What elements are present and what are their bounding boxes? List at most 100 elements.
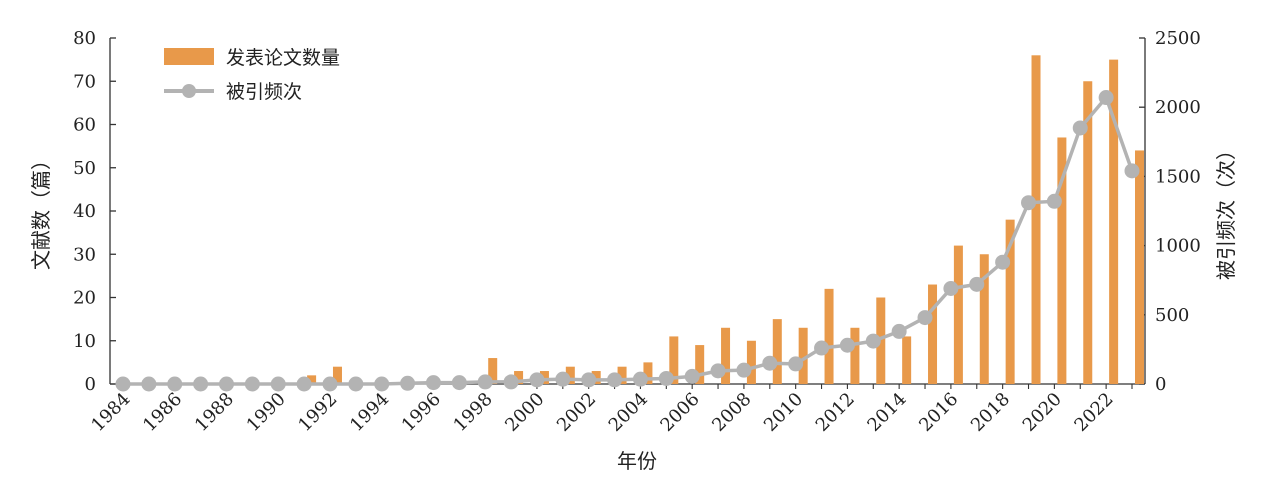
left-tick-label: 10 xyxy=(73,331,96,352)
x-axis-title: 年份 xyxy=(617,449,657,473)
line-point xyxy=(115,376,131,392)
line-point xyxy=(270,376,286,392)
legend: 发表论文数量 被引频次 xyxy=(164,47,340,103)
left-tick-label: 20 xyxy=(73,288,96,309)
x-tick-label: 2006 xyxy=(656,389,703,436)
bar xyxy=(721,327,731,384)
x-tick-label: 2010 xyxy=(760,389,807,436)
legend-bar-swatch xyxy=(164,48,214,65)
line-point xyxy=(632,371,648,387)
x-tick-label: 2012 xyxy=(812,389,859,436)
x-tick-label: 2004 xyxy=(605,389,652,436)
right-tick-label: 500 xyxy=(1155,305,1189,326)
left-axis: 0 10 20 30 40 50 60 70 80 xyxy=(73,28,116,395)
left-tick-label: 70 xyxy=(73,71,96,92)
x-tick-label: 2018 xyxy=(967,389,1014,436)
bar xyxy=(1057,137,1067,384)
line-point xyxy=(581,372,597,388)
line-point xyxy=(348,376,364,392)
x-tick-label: 1998 xyxy=(449,389,496,436)
line-point xyxy=(658,370,674,386)
right-tick-label: 1500 xyxy=(1155,166,1201,187)
line-point xyxy=(1098,90,1114,106)
line-point xyxy=(400,375,416,391)
bar xyxy=(643,362,653,384)
bar xyxy=(953,245,963,384)
right-tick-label: 2000 xyxy=(1155,97,1201,118)
line-point xyxy=(529,372,545,388)
bar xyxy=(669,336,679,384)
line-point xyxy=(917,310,933,326)
bar xyxy=(617,366,627,384)
line-point xyxy=(451,375,467,391)
bar xyxy=(1109,59,1119,384)
line-point xyxy=(374,376,390,392)
x-tick-label: 1984 xyxy=(87,389,134,436)
right-tick-label: 0 xyxy=(1155,374,1166,395)
bar xyxy=(307,375,317,384)
line-point xyxy=(503,374,519,390)
x-tick-label: 1992 xyxy=(294,389,341,436)
line-point xyxy=(969,276,985,292)
legend-line-marker xyxy=(182,84,196,98)
line-point xyxy=(141,376,157,392)
bar xyxy=(514,371,524,384)
left-tick-label: 50 xyxy=(73,158,96,179)
line-series xyxy=(115,90,1140,392)
line-point xyxy=(865,333,881,349)
bar xyxy=(876,297,886,384)
legend-line-label: 被引频次 xyxy=(226,81,302,103)
x-tick-label: 2000 xyxy=(501,389,548,436)
bar xyxy=(332,366,342,384)
line-point xyxy=(167,376,183,392)
bar xyxy=(488,358,498,384)
line-point xyxy=(710,363,726,379)
bar xyxy=(824,288,834,384)
bar xyxy=(565,366,575,384)
x-tick-label: 2022 xyxy=(1070,389,1117,436)
line-point xyxy=(736,362,752,378)
bar xyxy=(695,345,705,384)
bar-series xyxy=(307,55,1144,385)
line-point xyxy=(193,376,209,392)
line-point xyxy=(607,372,623,388)
bar xyxy=(902,336,912,384)
bar xyxy=(798,327,808,384)
x-tick-label: 2016 xyxy=(915,389,962,436)
bar xyxy=(979,254,989,384)
right-axis: 0 500 1000 1500 2000 2500 xyxy=(1139,28,1201,395)
line-point xyxy=(1124,163,1140,179)
line-point xyxy=(244,376,260,392)
bar xyxy=(1135,150,1144,384)
line-point xyxy=(684,368,700,384)
y-axis-title-right: 被引频次（次） xyxy=(1214,140,1238,280)
line-point xyxy=(762,355,778,371)
left-tick-label: 30 xyxy=(73,244,96,265)
line-point xyxy=(425,375,441,391)
left-tick-label: 60 xyxy=(73,115,96,136)
line-point xyxy=(788,356,804,372)
bar xyxy=(1031,55,1041,385)
x-tick-label: 1990 xyxy=(243,389,290,436)
right-tick-label: 1000 xyxy=(1155,236,1201,257)
x-tick-label: 2002 xyxy=(553,389,600,436)
x-tick-label: 1988 xyxy=(191,389,238,436)
line-point xyxy=(296,376,312,392)
x-tick-label: 1986 xyxy=(139,389,186,436)
x-tick-label: 1996 xyxy=(398,389,445,436)
right-tick-label: 2500 xyxy=(1155,28,1201,49)
bar xyxy=(591,371,601,384)
line-point xyxy=(814,340,830,356)
x-axis: 1984 1986 1988 1990 1992 1994 1996 1998 2000 2002… xyxy=(87,383,1145,436)
line-point xyxy=(1072,120,1088,136)
line-point xyxy=(839,337,855,353)
line-point xyxy=(891,323,907,339)
left-tick-label: 80 xyxy=(73,28,96,49)
line-point xyxy=(1046,193,1062,209)
bar xyxy=(928,284,938,384)
line-point xyxy=(1021,195,1037,211)
line-point xyxy=(995,254,1011,270)
x-tick-label: 2008 xyxy=(708,389,755,436)
bar xyxy=(539,371,549,384)
